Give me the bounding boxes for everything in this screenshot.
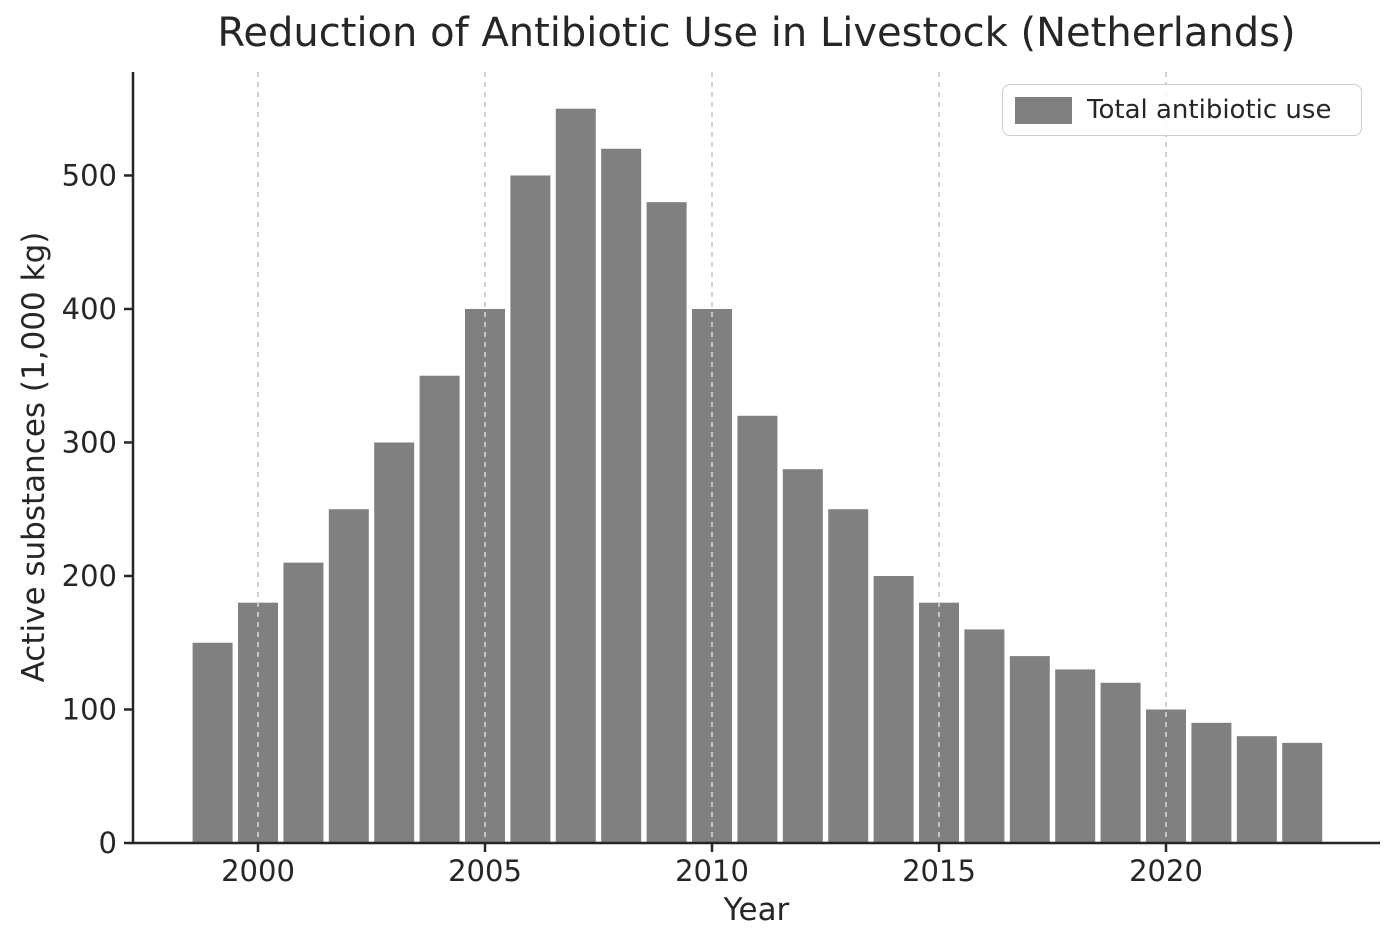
- y-tick-label-300: 300: [62, 425, 117, 459]
- legend-swatch-icon: [1015, 96, 1072, 124]
- y-tick-label-100: 100: [62, 692, 117, 726]
- bar-2019: [1100, 682, 1141, 843]
- y-tick-label-400: 400: [62, 292, 117, 326]
- bar-2021: [1191, 722, 1232, 843]
- legend: Total antibiotic use: [1002, 84, 1362, 136]
- bar-2018: [1055, 669, 1096, 843]
- legend-label: Total antibiotic use: [1087, 95, 1332, 125]
- x-tick-label-2005: 2005: [448, 854, 522, 888]
- x-tick-label-2000: 2000: [221, 854, 295, 888]
- bar-2003: [374, 442, 415, 843]
- y-tick-label-500: 500: [62, 158, 117, 192]
- bar-2011: [737, 415, 778, 843]
- bar-2002: [328, 509, 369, 843]
- bar-2013: [828, 509, 869, 843]
- bar-2023: [1282, 742, 1323, 843]
- y-tick-label-200: 200: [62, 559, 117, 593]
- x-axis-label: Year: [723, 892, 790, 928]
- bar-2001: [283, 562, 324, 843]
- bar-2017: [1009, 656, 1050, 843]
- y-tick-label-0: 0: [99, 826, 117, 860]
- bar-2016: [964, 629, 1005, 843]
- bar-2022: [1236, 736, 1277, 843]
- x-tick-label-2015: 2015: [902, 854, 976, 888]
- bar-2004: [419, 375, 460, 843]
- bar-1999: [192, 642, 233, 843]
- chart-title: Reduction of Antibiotic Use in Livestock…: [217, 10, 1296, 56]
- bar-2012: [782, 469, 823, 843]
- bar-2007: [555, 108, 596, 843]
- bar-2009: [646, 202, 687, 844]
- bar-2006: [510, 175, 551, 843]
- x-tick-label-2010: 2010: [675, 854, 749, 888]
- bar-2008: [601, 148, 642, 843]
- x-tick-label-2020: 2020: [1129, 854, 1203, 888]
- bar-2014: [873, 575, 914, 843]
